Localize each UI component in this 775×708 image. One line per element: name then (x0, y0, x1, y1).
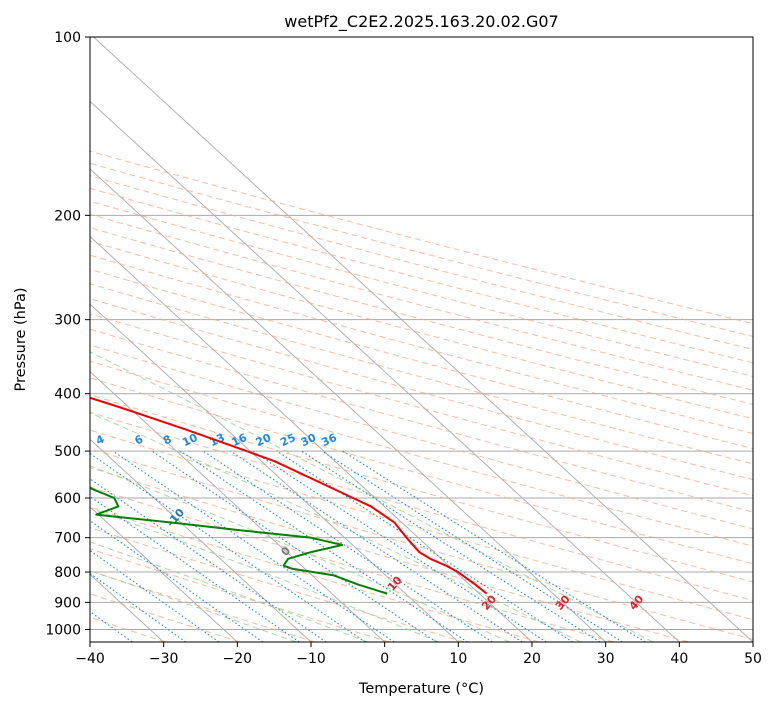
y-tick-label: 1000 (45, 622, 81, 638)
axes: −40 −30 −20 −10 0 10 20 30 40 50 100 200 300 400 500 60… (45, 30, 762, 667)
y-tick-label: 700 (54, 531, 81, 547)
mixing-ratio-line (321, 450, 623, 642)
x-tick-label: −40 (75, 651, 105, 667)
moist-adiabat-line (90, 412, 581, 642)
dry-adiabat-line (90, 570, 315, 642)
isotherm-line (90, 438, 312, 642)
dry-adiabat-line (90, 411, 753, 602)
moist-adiabat-line (90, 541, 368, 642)
mixing-ratio-line (342, 450, 646, 642)
mixing-ratio-line (252, 450, 547, 642)
plot-frame (89, 36, 754, 643)
dry-adiabat-line (90, 150, 753, 325)
x-tick-label: −20 (223, 651, 253, 667)
x-tick-label: 0 (380, 651, 389, 667)
chart-title: wetPf2_C2E2.2025.163.20.02.G07 (284, 12, 558, 32)
y-tick-label: 800 (54, 565, 81, 581)
y-tick-label: 300 (54, 313, 81, 329)
dry-adiabat-line (90, 548, 390, 642)
mixing-ratio-line (90, 520, 264, 642)
dry-adiabat-line (90, 254, 753, 435)
isotherm-line (90, 371, 385, 642)
plot-area: 0.10.20.40.611.52346810131620253036-100-… (90, 37, 753, 642)
dry-adiabat-line (90, 162, 753, 337)
mixing-ratio-label: 30 (299, 431, 319, 449)
x-tick-label: −30 (149, 651, 179, 667)
dry-adiabat-line (90, 448, 753, 640)
mixing-ratio-line (202, 450, 493, 642)
y-tick-label: 900 (54, 595, 81, 611)
mixing-ratio-label: 16 (230, 431, 250, 449)
mixing-ratio-label: 10 (180, 431, 200, 449)
mixing-ratio-label: 20 (254, 431, 274, 449)
dry-adiabat-line (90, 429, 753, 621)
y-tick-label: 100 (54, 30, 81, 46)
isotherm-line (90, 100, 680, 642)
dry-adiabat-line (90, 394, 753, 583)
dry-adiabat-line (90, 360, 753, 547)
dry-adiabat-line (90, 187, 753, 364)
dry-adiabat-line (90, 377, 753, 565)
x-tick-label: −10 (296, 651, 326, 667)
moist-adiabat-line (90, 465, 510, 642)
x-tick-label: 20 (523, 651, 541, 667)
mixing-ratio-label: 36 (319, 431, 339, 449)
isotherm-line (90, 506, 238, 642)
isotherm-line (90, 168, 606, 642)
y-tick-label: 500 (54, 444, 81, 460)
y-tick-label: 200 (54, 208, 81, 224)
x-tick-label: 10 (449, 651, 467, 667)
y-tick-label: 400 (54, 387, 81, 403)
dry-adiabat-line (90, 506, 539, 642)
temperature-profile-line (90, 396, 488, 595)
dry-adiabat-line (90, 213, 753, 391)
x-axis-title: Temperature (°C) (358, 681, 484, 697)
mixing-ratio-line (90, 495, 300, 642)
x-tick-label: 30 (597, 651, 615, 667)
isotherm-line (90, 235, 533, 642)
dewpoint-profile-line (90, 486, 388, 595)
x-tick-label: 50 (744, 651, 762, 667)
moist-adiabat-line (90, 507, 439, 642)
isotherm-line (90, 303, 459, 642)
y-tick-label: 600 (54, 491, 81, 507)
mixing-ratio-label: 25 (278, 431, 297, 449)
mixing-ratio-line (90, 610, 133, 642)
isotherm-line (93, 37, 753, 642)
mixing-ratio-line (90, 572, 187, 642)
moist-adiabat-line (90, 351, 654, 642)
y-axis-title: Pressure (hPa) (13, 287, 29, 391)
mixing-ratio-line (151, 450, 437, 642)
x-tick-label: 40 (670, 651, 688, 667)
mixing-ratio-line (90, 549, 220, 642)
